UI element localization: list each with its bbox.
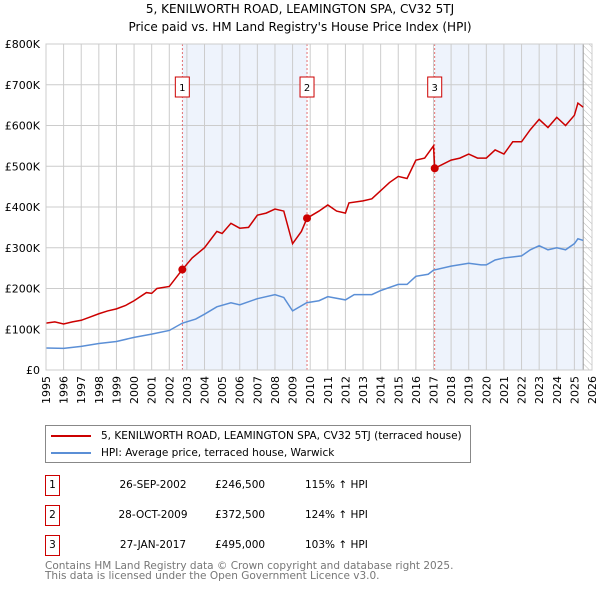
sale-label-box: 2 — [299, 76, 315, 98]
x-tick-label: 2008 — [269, 376, 282, 404]
legend-label: 5, KENILWORTH ROAD, LEAMINGTON SPA, CV32… — [101, 430, 462, 442]
sale-point — [303, 214, 312, 223]
x-tick-label: 2014 — [375, 376, 388, 404]
y-tick-label: £400K — [5, 201, 41, 214]
sale-date: 26-SEP-2002 — [119, 479, 187, 491]
legend-swatch-red — [51, 435, 91, 437]
x-tick-label: 2002 — [163, 376, 176, 404]
x-tick-label: 2017 — [427, 376, 440, 404]
sale-hpi: 124% ↑ HPI — [305, 509, 368, 521]
legend-item-hpi: HPI: Average price, terraced house, Warw… — [51, 445, 334, 461]
x-tick-label: 2005 — [216, 376, 229, 404]
footer-licence: This data is licensed under the Open Gov… — [45, 570, 380, 582]
sale-point — [430, 164, 439, 173]
x-tick-label: 2020 — [480, 376, 493, 404]
sale-marker: 1 — [45, 475, 60, 496]
x-tick-label: 2024 — [551, 376, 564, 404]
legend-label: HPI: Average price, terraced house, Warw… — [101, 447, 335, 459]
x-tick-label: 1995 — [40, 376, 53, 404]
chart-title: 5, KENILWORTH ROAD, LEAMINGTON SPA, CV32… — [145, 2, 455, 16]
y-tick-label: £800K — [5, 38, 41, 51]
x-tick-label: 2026 — [586, 376, 599, 404]
x-tick-label: 2019 — [463, 376, 476, 404]
x-tick-label: 2025 — [568, 376, 581, 404]
sale-price: £246,500 — [215, 479, 266, 491]
sale-row: 3 27-JAN-2017 £495,000 103% ↑ HPI — [45, 535, 465, 556]
x-tick-label: 2009 — [287, 376, 300, 404]
y-tick-label: £500K — [5, 160, 41, 173]
x-tick-label: 1999 — [110, 376, 123, 404]
sale-point — [178, 265, 187, 274]
y-tick-label: £300K — [5, 242, 41, 255]
legend-item-property: 5, KENILWORTH ROAD, LEAMINGTON SPA, CV32… — [51, 428, 462, 444]
x-tick-label: 2001 — [146, 376, 159, 404]
series-line — [45, 237, 584, 350]
sale-marker: 3 — [45, 535, 60, 556]
x-tick-label: 2007 — [251, 376, 264, 404]
y-tick-label: £0 — [26, 364, 40, 377]
sale-price: £372,500 — [215, 509, 266, 521]
y-tick-label: £100K — [5, 323, 41, 336]
x-tick-label: 2018 — [445, 376, 458, 404]
x-tick-label: 2010 — [304, 376, 317, 404]
x-tick-label: 2011 — [322, 376, 335, 404]
x-tick-label: 2022 — [516, 376, 529, 404]
y-tick-label: £700K — [5, 79, 41, 92]
sale-hpi: 103% ↑ HPI — [305, 539, 368, 551]
x-tick-label: 2016 — [410, 376, 423, 404]
chart-subtitle: Price paid vs. HM Land Registry's House … — [128, 20, 472, 34]
x-tick-label: 2003 — [181, 376, 194, 404]
x-tick-label: 2023 — [533, 376, 546, 404]
x-tick-label: 2000 — [128, 376, 141, 404]
x-tick-label: 2012 — [339, 376, 352, 404]
sale-label-box: 1 — [174, 76, 190, 98]
sale-row: 1 26-SEP-2002 £246,500 115% ↑ HPI — [45, 475, 465, 496]
x-tick-label: 2004 — [199, 376, 212, 404]
price-chart: 1995 1996 1997 1998 1999 2000 2001 2002 2003 2004… — [5, 38, 599, 404]
footer-copyright: Contains HM Land Registry data © Crown c… — [45, 560, 454, 572]
sale-marker: 2 — [45, 505, 60, 526]
x-tick-label: 1996 — [58, 376, 71, 404]
x-tick-label: 2021 — [498, 376, 511, 404]
legend-swatch-blue — [51, 452, 91, 454]
x-tick-label: 2015 — [392, 376, 405, 404]
sale-label: 3 — [432, 83, 438, 94]
sale-date: 28-OCT-2009 — [118, 509, 188, 521]
sale-hpi: 115% ↑ HPI — [305, 479, 368, 491]
sale-label: 2 — [304, 83, 310, 94]
sale-row: 2 28-OCT-2009 £372,500 124% ↑ HPI — [45, 505, 465, 526]
plot-border — [45, 43, 593, 371]
sale-label-border — [299, 76, 315, 98]
x-tick-label: 1998 — [93, 376, 106, 404]
sale-label: 1 — [179, 83, 185, 94]
sale-price: £495,000 — [215, 539, 266, 551]
x-tick-label: 2006 — [234, 376, 247, 404]
y-tick-label: £600K — [5, 120, 41, 133]
sale-label-border — [427, 76, 443, 98]
x-tick-label: 2013 — [357, 376, 370, 404]
sale-label-box: 3 — [427, 76, 443, 98]
legend: 5, KENILWORTH ROAD, LEAMINGTON SPA, CV32… — [45, 425, 471, 463]
sale-date: 27-JAN-2017 — [119, 539, 187, 551]
sale-label-border — [174, 76, 190, 98]
y-tick-label: £200K — [5, 283, 41, 296]
x-tick-label: 1997 — [75, 376, 88, 404]
series-line — [45, 101, 584, 325]
